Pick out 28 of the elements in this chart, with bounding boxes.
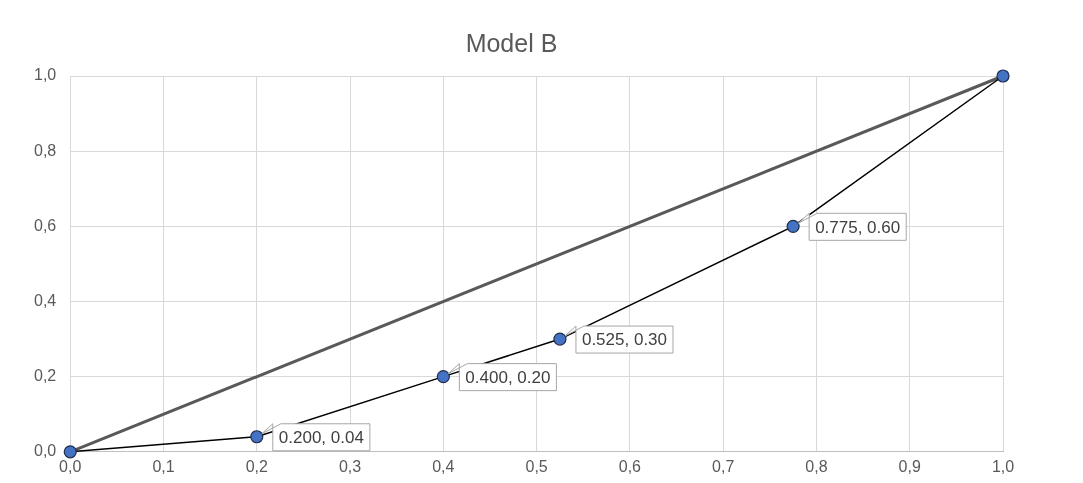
y-tick-label: 0,2: [33, 367, 57, 385]
x-tick-label: 0,1: [152, 457, 175, 475]
data-label: 0.200, 0.04: [278, 427, 364, 447]
x-tick-label: 0,3: [338, 457, 362, 475]
x-tick-label: 0,7: [712, 457, 735, 475]
point: [553, 332, 567, 346]
data-label: 0.775, 0.60: [815, 217, 901, 237]
y-tick-label: 0,4: [33, 291, 57, 309]
y-tick-label: 1,0: [33, 66, 57, 84]
x-tick-label: 0,4: [432, 457, 455, 475]
y-tick-label: 0,0: [33, 442, 57, 460]
point: [996, 69, 1010, 83]
point: [786, 219, 800, 233]
x-tick-label: 0,9: [898, 457, 921, 475]
chart-title: Model B: [465, 28, 558, 57]
point: [436, 370, 450, 384]
x-tick-label: 1,0: [991, 457, 1015, 475]
x-tick-label: 0,6: [618, 457, 642, 475]
data-label: 0.525, 0.30: [581, 330, 668, 350]
y-tick-label: 0,6: [33, 216, 57, 234]
y-tick-label: 0,8: [33, 141, 57, 159]
x-tick-label: 0,0: [59, 457, 82, 475]
x-tick-label: 0,5: [525, 457, 548, 475]
x-tick-label: 0,8: [805, 457, 828, 475]
x-tick-label: 0,2: [245, 457, 269, 475]
data-label: 0.400, 0.20: [465, 367, 551, 387]
point: [250, 430, 264, 444]
point: [63, 445, 77, 459]
